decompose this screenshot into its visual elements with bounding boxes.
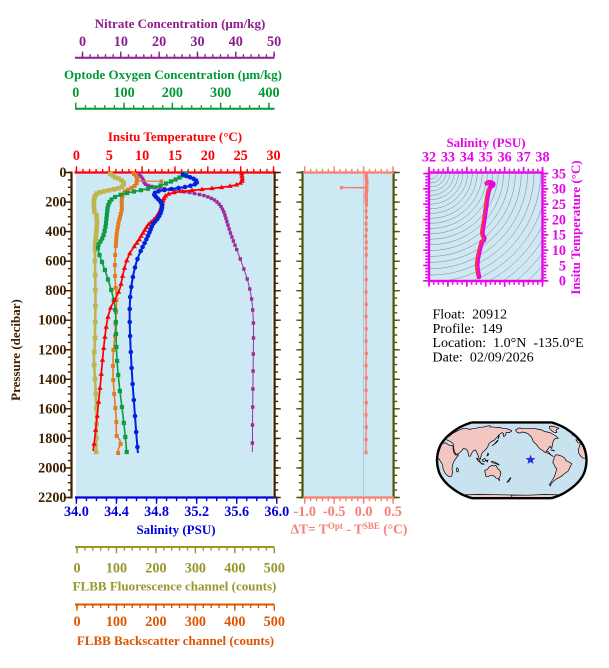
svg-text:0: 0	[559, 274, 566, 290]
svg-text:500: 500	[264, 561, 285, 577]
svg-text:36: 36	[498, 150, 512, 166]
svg-text:Insitu Temperature (°C): Insitu Temperature (°C)	[568, 160, 583, 294]
svg-text:2000: 2000	[38, 460, 66, 476]
svg-text:-0.5: -0.5	[323, 504, 345, 520]
svg-text:100: 100	[113, 85, 134, 101]
svg-text:Date: 02/09/2026: Date: 02/09/2026	[433, 350, 534, 365]
svg-text:0: 0	[79, 34, 86, 50]
svg-text:38: 38	[535, 150, 549, 166]
svg-text:Location: 1.0°N -135.0°E: Location: 1.0°N -135.0°E	[433, 336, 584, 351]
svg-text:200: 200	[162, 85, 183, 101]
svg-text:35: 35	[479, 150, 493, 166]
svg-text:200: 200	[145, 561, 166, 577]
svg-text:400: 400	[224, 614, 245, 630]
svg-text:Profile: 149: Profile: 149	[433, 322, 503, 337]
svg-text:32: 32	[422, 150, 436, 166]
svg-text:1000: 1000	[38, 313, 66, 329]
svg-text:600: 600	[45, 254, 66, 270]
svg-text:-1.0: -1.0	[293, 504, 315, 520]
svg-text:Float: 20912: Float: 20912	[433, 308, 508, 323]
svg-text:50: 50	[267, 34, 281, 50]
svg-text:Salinity (PSU): Salinity (PSU)	[136, 522, 215, 537]
svg-text:0.5: 0.5	[384, 504, 402, 520]
svg-text:500: 500	[264, 614, 285, 630]
svg-text:10: 10	[114, 34, 128, 50]
svg-text:0: 0	[73, 614, 80, 630]
svg-text:FLBB Backscatter channel (coun: FLBB Backscatter channel (counts)	[77, 633, 274, 648]
svg-text:FLBB Fluorescence channel (cou: FLBB Fluorescence channel (counts)	[73, 579, 277, 594]
svg-text:25: 25	[234, 148, 248, 164]
svg-text:400: 400	[45, 224, 66, 240]
svg-text:36.0: 36.0	[264, 504, 289, 520]
svg-text:200: 200	[145, 614, 166, 630]
svg-text:Pressure (decibar): Pressure (decibar)	[8, 299, 23, 401]
svg-text:37: 37	[517, 150, 531, 166]
svg-text:Optode Oxygen Concentration (μ: Optode Oxygen Concentration (μm/kg)	[64, 67, 282, 82]
svg-text:20: 20	[152, 34, 166, 50]
svg-text:Insitu Temperature (°C): Insitu Temperature (°C)	[108, 129, 242, 144]
svg-text:35.6: 35.6	[224, 504, 249, 520]
svg-text:800: 800	[45, 283, 66, 299]
svg-text:34.4: 34.4	[104, 504, 129, 520]
svg-text:30: 30	[190, 34, 204, 50]
svg-text:0: 0	[73, 148, 80, 164]
svg-text:34.0: 34.0	[64, 504, 89, 520]
svg-text:25: 25	[552, 197, 566, 213]
svg-text:200: 200	[45, 195, 66, 211]
svg-text:30: 30	[552, 182, 566, 198]
svg-text:0.0: 0.0	[355, 504, 373, 520]
svg-text:1400: 1400	[38, 372, 66, 388]
svg-text:ΔT= TOpt - TSBE (°C): ΔT= TOpt - TSBE (°C)	[291, 521, 408, 537]
svg-text:Nitrate Concentration (μm/kg): Nitrate Concentration (μm/kg)	[95, 16, 266, 31]
svg-text:40: 40	[229, 34, 243, 50]
svg-text:30: 30	[266, 148, 280, 164]
svg-text:400: 400	[224, 561, 245, 577]
svg-text:5: 5	[559, 258, 566, 274]
svg-text:20: 20	[552, 212, 566, 228]
svg-text:1600: 1600	[38, 401, 66, 417]
svg-text:100: 100	[106, 614, 127, 630]
svg-text:400: 400	[258, 85, 279, 101]
svg-text:2200: 2200	[38, 490, 66, 506]
svg-text:10: 10	[552, 243, 566, 259]
svg-text:20: 20	[201, 148, 215, 164]
svg-text:5: 5	[106, 148, 113, 164]
svg-text:Salinity (PSU): Salinity (PSU)	[446, 135, 525, 150]
svg-text:300: 300	[185, 561, 206, 577]
svg-text:10: 10	[135, 148, 149, 164]
svg-text:34: 34	[460, 150, 474, 166]
svg-text:34.8: 34.8	[144, 504, 169, 520]
svg-text:1800: 1800	[38, 431, 66, 447]
svg-text:15: 15	[168, 148, 182, 164]
svg-text:35.2: 35.2	[184, 504, 209, 520]
svg-text:300: 300	[185, 614, 206, 630]
svg-text:1200: 1200	[38, 342, 66, 358]
svg-text:100: 100	[106, 561, 127, 577]
svg-text:0: 0	[59, 165, 66, 181]
svg-text:33: 33	[441, 150, 455, 166]
svg-text:0: 0	[73, 561, 80, 577]
svg-text:300: 300	[210, 85, 231, 101]
svg-text:15: 15	[552, 228, 566, 244]
svg-text:0: 0	[72, 85, 79, 101]
svg-text:35: 35	[552, 166, 566, 182]
